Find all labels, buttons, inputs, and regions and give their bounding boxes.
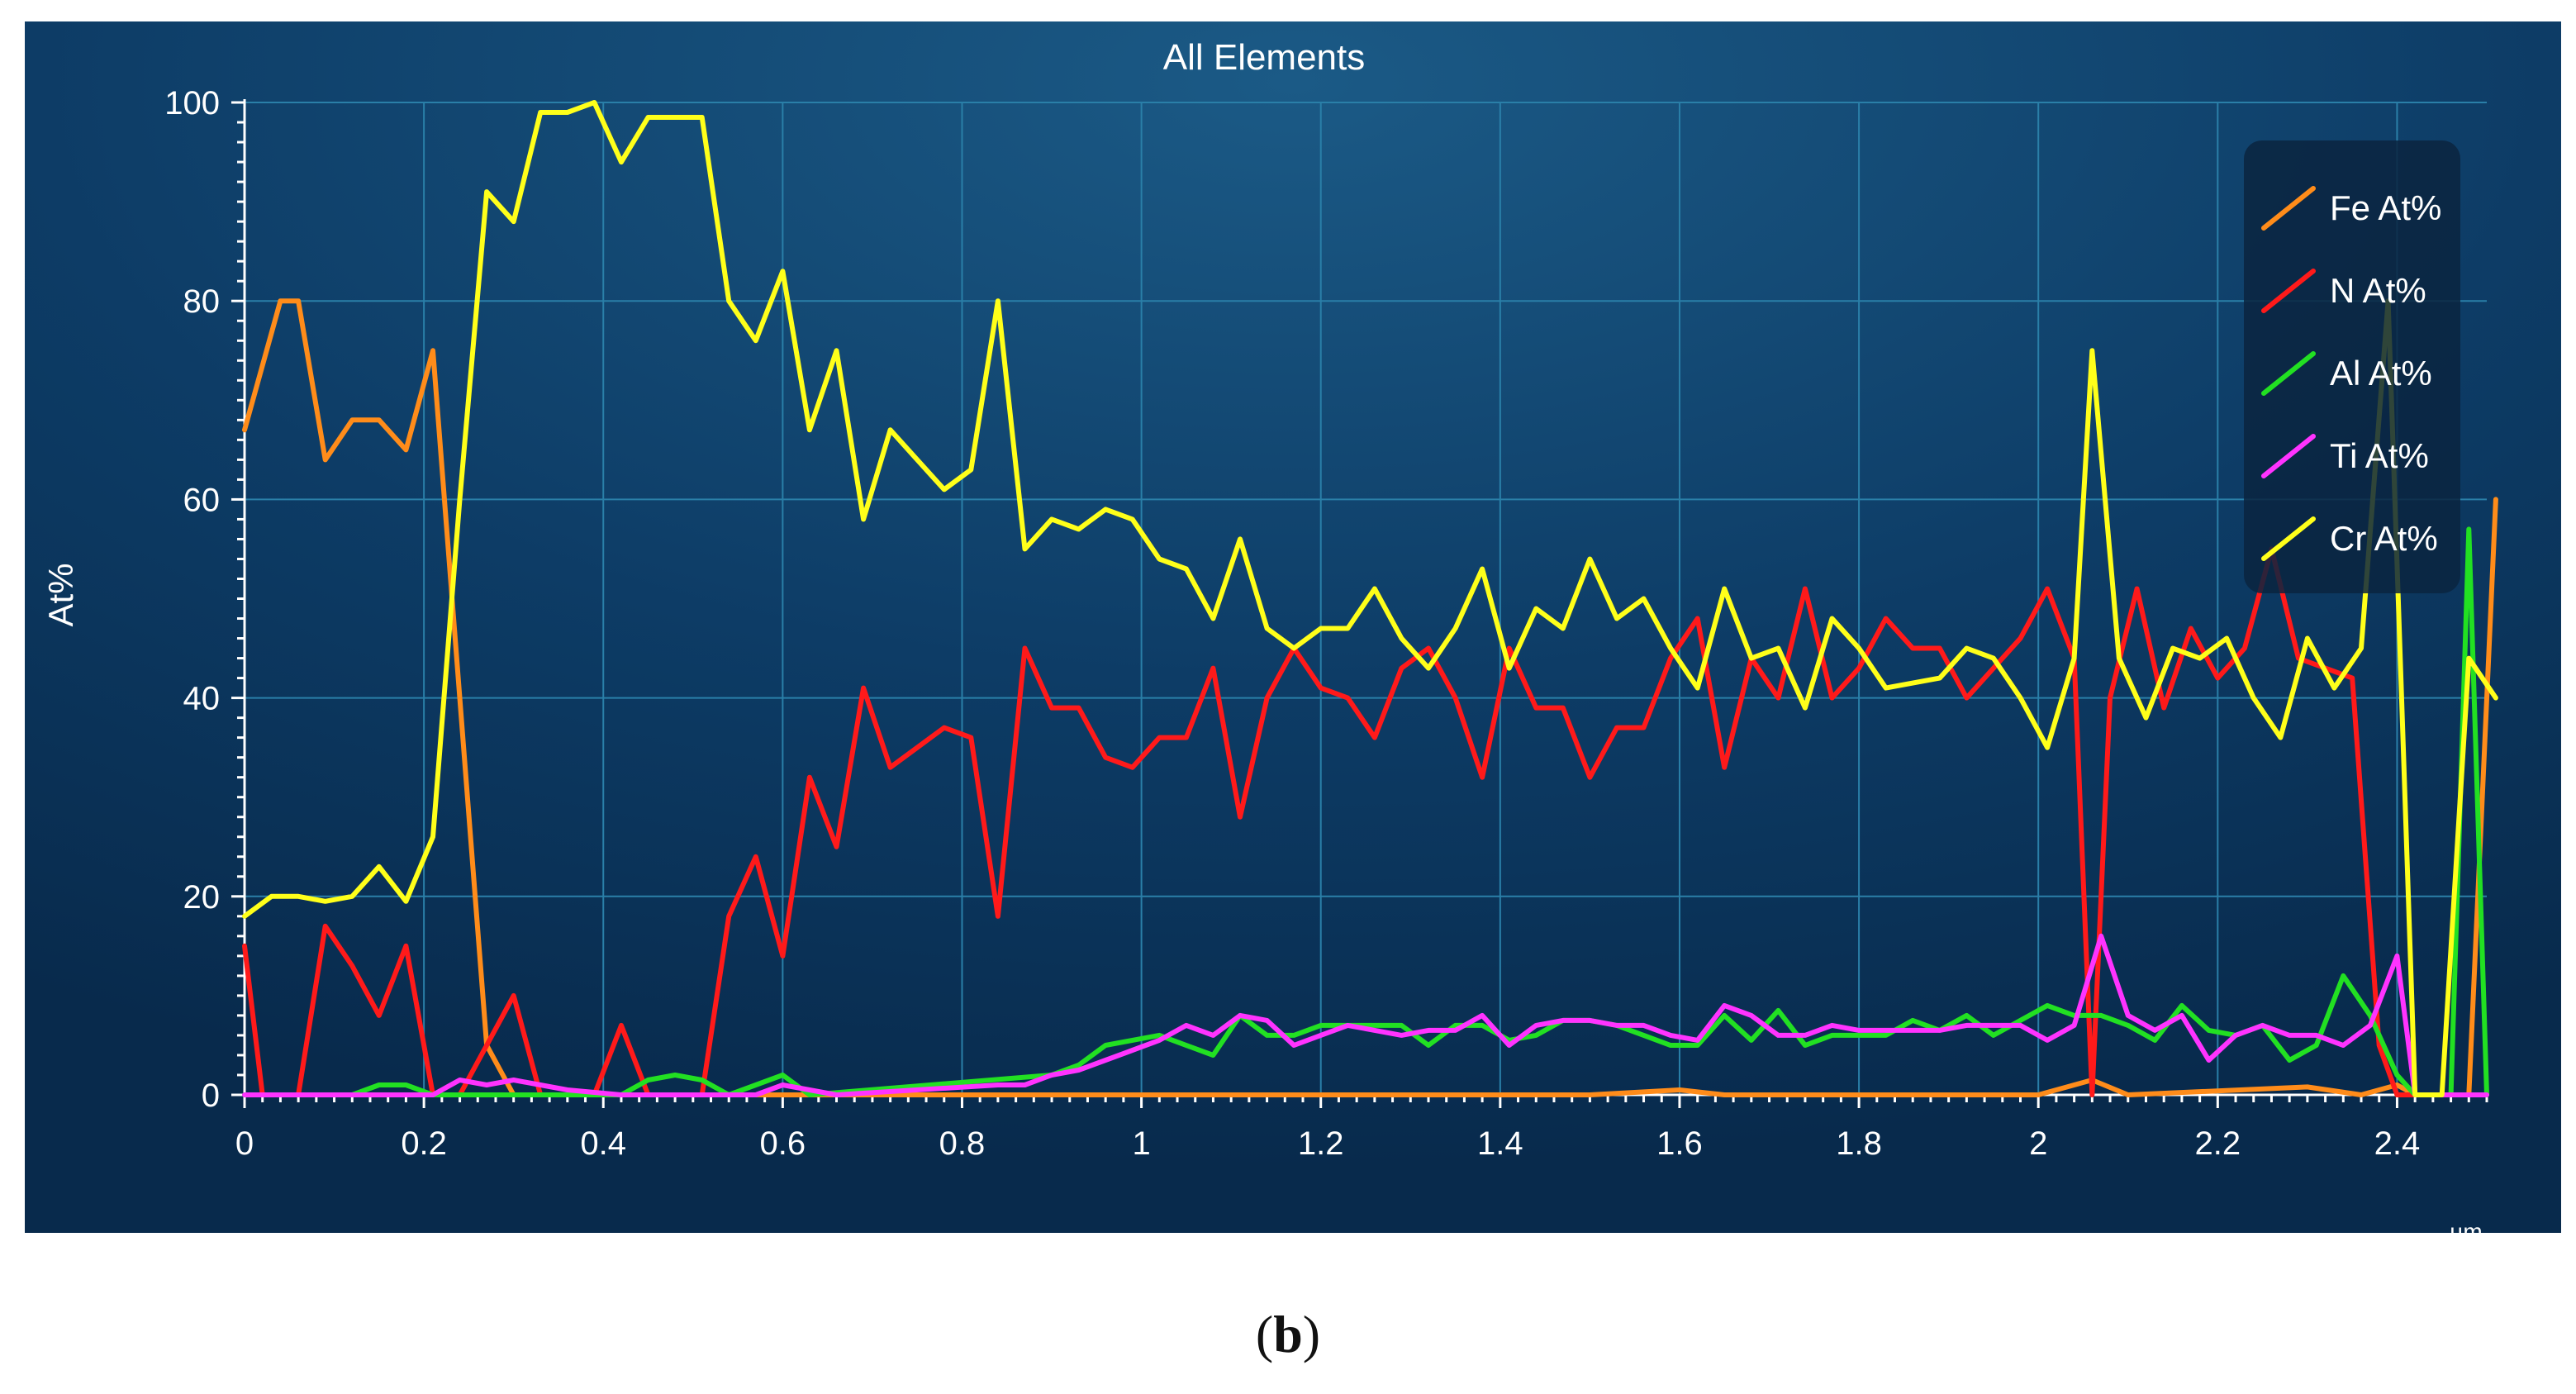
legend-label-n: N At%: [2330, 271, 2426, 310]
x-tick-label: 2: [2029, 1125, 2047, 1162]
y-tick-label: 20: [183, 879, 221, 916]
x-tick-label: 0.2: [401, 1125, 447, 1162]
y-tick-label: 80: [183, 283, 221, 320]
y-axis-label: At%: [41, 563, 80, 626]
x-tick-label: 1.4: [1477, 1125, 1523, 1162]
series-line-cr: [242, 100, 2498, 1097]
x-unit-label: µm: [2450, 1219, 2482, 1244]
x-tick-label: 1.6: [1656, 1125, 1703, 1162]
legend-swatch-al: [2261, 351, 2316, 396]
grid: [244, 102, 2487, 1096]
y-tick-label: 0: [202, 1078, 220, 1114]
legend-swatch-ti: [2261, 434, 2316, 478]
x-tick-label: 1: [1132, 1125, 1150, 1162]
legend-swatch-n: [2261, 269, 2316, 313]
y-tick-label: 60: [183, 482, 221, 518]
x-tick-label: 2.2: [2195, 1125, 2241, 1162]
x-tick-label: 0.4: [580, 1125, 626, 1162]
legend: Fe At% N At% Al At% Ti At% Cr At%: [2244, 140, 2460, 593]
y-tick-label: 100: [164, 85, 220, 121]
legend-label-al: Al At%: [2330, 354, 2432, 393]
x-tick-label: 2.4: [2374, 1125, 2421, 1162]
series-line-ti: [242, 933, 2489, 1097]
legend-label-ti: Ti At%: [2330, 436, 2429, 475]
series-group: [242, 100, 2498, 1097]
x-tick-label: 1.8: [1836, 1125, 1882, 1162]
legend-box: [2244, 140, 2460, 593]
x-tick-label: 0: [235, 1125, 254, 1162]
chart-background: [25, 21, 2561, 1233]
legend-swatch-cr: [2261, 516, 2316, 561]
series-line-fe: [242, 298, 2498, 1097]
series-line-n: [242, 546, 2489, 1097]
legend-swatch-fe: [2261, 186, 2316, 231]
figure-label: b: [1273, 1305, 1303, 1363]
y-tick-label: 40: [183, 681, 221, 717]
x-tick-label: 1.2: [1298, 1125, 1344, 1162]
chart-title: All Elements: [1163, 37, 1366, 78]
legend-label-cr: Cr At%: [2330, 519, 2438, 558]
x-tick-label: 0.6: [760, 1125, 806, 1162]
figure-caption: (b): [1255, 1305, 1321, 1363]
legend-label-fe: Fe At%: [2330, 188, 2441, 227]
x-tick-label: 0.8: [939, 1125, 986, 1162]
